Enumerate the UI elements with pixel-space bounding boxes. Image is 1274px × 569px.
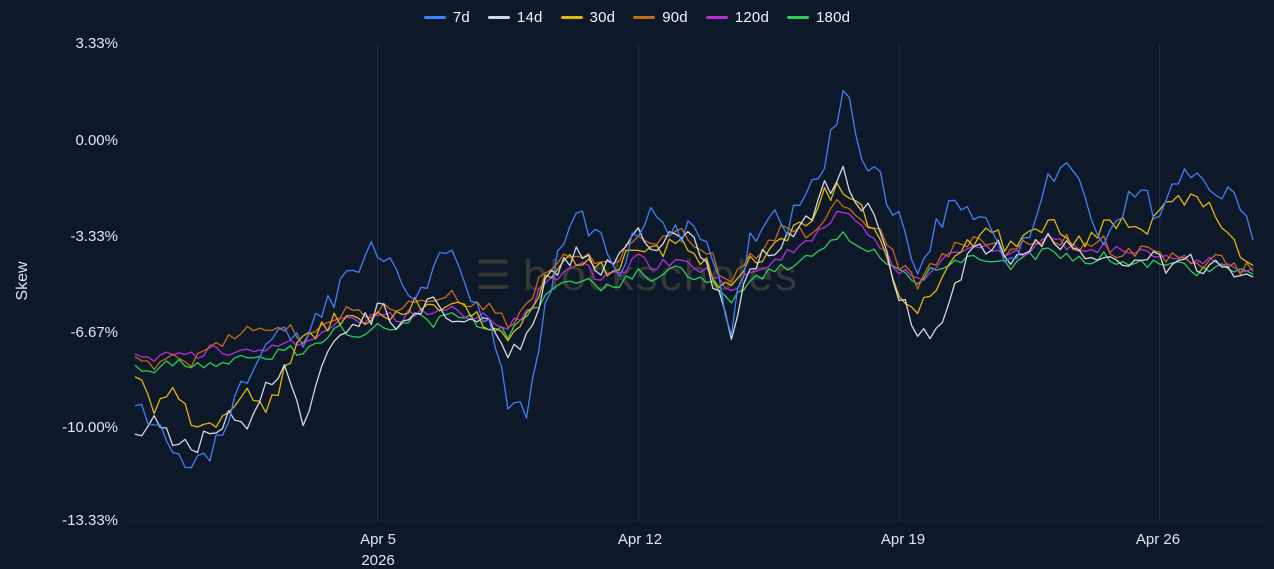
series-line-14d (134, 165, 1254, 454)
legend-label-180d: 180d (816, 8, 851, 26)
legend-item-30d[interactable]: 30d (560, 8, 616, 26)
legend-swatch-14d (487, 15, 510, 19)
legend-item-7d[interactable]: 7d (423, 8, 470, 26)
blockscholes-logo-icon: ☰ (475, 254, 511, 298)
legend: 7d 14d 30d 90d 120d 180d (0, 4, 1274, 30)
y-tick-m3-33: -3.33% (70, 228, 118, 245)
y-tick-m6-67: -6.67% (70, 324, 118, 341)
legend-label-30d: 30d (589, 8, 616, 26)
legend-swatch-90d (633, 15, 656, 19)
legend-swatch-7d (423, 15, 446, 19)
series-line-30d (134, 182, 1254, 428)
x-tick-apr12: Apr 12 (617, 531, 663, 548)
legend-swatch-30d (560, 15, 583, 19)
y-tick-m10-00: -10.00% (62, 419, 118, 436)
x-tick-apr5-year: 2026 (361, 552, 395, 569)
x-tick-apr19: Apr 19 (880, 531, 926, 548)
legend-item-14d[interactable]: 14d (487, 8, 543, 26)
legend-swatch-180d (787, 15, 809, 19)
legend-item-120d[interactable]: 120d (705, 8, 769, 26)
legend-swatch-120d (705, 15, 728, 19)
watermark: ☰ blockscholes (475, 251, 799, 301)
legend-label-120d: 120d (734, 8, 769, 26)
legend-item-180d[interactable]: 180d (787, 9, 850, 26)
series-line-120d (134, 210, 1254, 362)
series-line-90d (134, 198, 1254, 371)
legend-label-7d: 7d (452, 8, 470, 26)
y-tick-3-33: 3.33% (75, 35, 118, 52)
series-line-7d (134, 89, 1254, 469)
legend-label-14d: 14d (516, 8, 543, 26)
series-line-180d (134, 231, 1254, 374)
y-tick-0-00: 0.00% (75, 132, 118, 149)
legend-item-90d[interactable]: 90d (633, 9, 688, 26)
y-tick-m13-33: -13.33% (62, 512, 118, 529)
x-tick-apr5: Apr 5 (360, 531, 396, 548)
watermark-text: blockscholes (522, 251, 799, 300)
legend-label-90d: 90d (662, 8, 688, 26)
x-tick-apr26: Apr 26 (1135, 531, 1181, 548)
